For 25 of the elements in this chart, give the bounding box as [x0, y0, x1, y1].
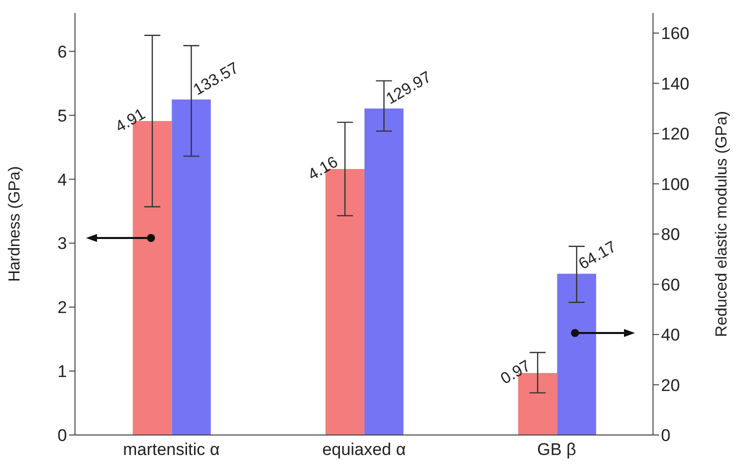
x-tick-label: martensitic α — [122, 440, 220, 460]
data-label: 4.16 — [306, 154, 342, 184]
data-label: 4.91 — [112, 106, 148, 136]
bar — [557, 274, 596, 435]
data-label: 0.97 — [498, 358, 534, 388]
y-tick-label: 1 — [58, 362, 67, 382]
y-tick-label: 6 — [58, 42, 67, 62]
y-tick-label: 2 — [58, 298, 67, 318]
y-tick-label: 4 — [58, 170, 67, 190]
y2-tick-label: 120 — [661, 124, 690, 144]
y-axis-title: Hardness (GPa) — [6, 166, 24, 282]
y-tick-label: 5 — [58, 106, 67, 126]
y2-tick-label: 160 — [661, 24, 690, 44]
y2-tick-label: 60 — [661, 275, 680, 294]
x-tick-label: equiaxed α — [322, 440, 406, 460]
y2-tick-label: 80 — [661, 225, 680, 244]
y2-tick-label: 100 — [661, 174, 690, 194]
y-tick-label: 3 — [58, 234, 67, 254]
y2-tick-label: 40 — [661, 326, 680, 345]
y2-axis-title: Reduced elastic modulus (GPa) — [714, 111, 731, 337]
y2-tick-label: 20 — [661, 376, 680, 395]
x-tick-label: GB β — [537, 440, 576, 460]
y-tick-label: 0 — [58, 426, 67, 446]
y2-tick-label: 140 — [661, 74, 690, 94]
y2-tick-label: 0 — [661, 426, 670, 446]
